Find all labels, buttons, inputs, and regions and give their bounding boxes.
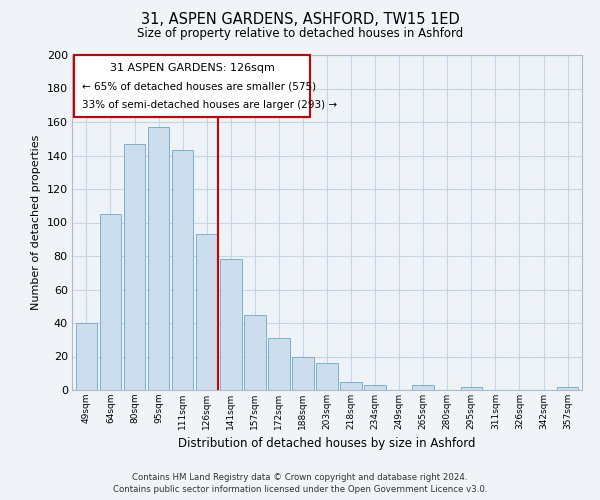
Bar (340, 382, 362, 390)
Text: ← 65% of detached houses are smaller (575): ← 65% of detached houses are smaller (57… (82, 82, 316, 92)
Bar (292, 356, 314, 390)
Bar (316, 363, 338, 390)
Text: 33% of semi-detached houses are larger (293) →: 33% of semi-detached houses are larger (… (82, 100, 337, 110)
Bar (124, 144, 145, 390)
FancyBboxPatch shape (74, 55, 310, 117)
Bar (196, 234, 218, 390)
Text: Size of property relative to detached houses in Ashford: Size of property relative to detached ho… (137, 28, 463, 40)
Text: 31, ASPEN GARDENS, ASHFORD, TW15 1ED: 31, ASPEN GARDENS, ASHFORD, TW15 1ED (140, 12, 460, 28)
Bar (76, 323, 97, 390)
X-axis label: Distribution of detached houses by size in Ashford: Distribution of detached houses by size … (178, 438, 476, 450)
Text: 31 ASPEN GARDENS: 126sqm: 31 ASPEN GARDENS: 126sqm (110, 64, 275, 74)
Bar (172, 150, 193, 390)
Text: Contains HM Land Registry data © Crown copyright and database right 2024.
Contai: Contains HM Land Registry data © Crown c… (113, 472, 487, 494)
Bar (244, 314, 266, 390)
Bar (364, 385, 386, 390)
Bar (557, 386, 578, 390)
Bar (412, 385, 434, 390)
Bar (220, 260, 242, 390)
Bar (100, 214, 121, 390)
Bar (148, 127, 169, 390)
Bar (268, 338, 290, 390)
Bar (461, 386, 482, 390)
Y-axis label: Number of detached properties: Number of detached properties (31, 135, 41, 310)
